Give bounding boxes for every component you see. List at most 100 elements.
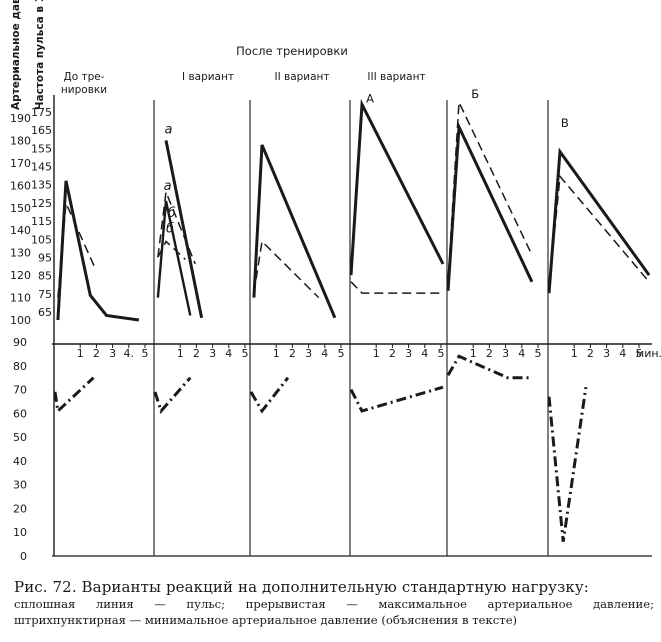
x-tick-label: 5: [338, 347, 345, 360]
x-tick-label: 3: [405, 347, 412, 360]
figure-caption: Рис. 72. Варианты реакций на дополнитель…: [14, 578, 654, 628]
series-pulse: [56, 180, 140, 322]
curve-label: а: [164, 179, 172, 194]
x-tick-label: 4: [518, 347, 525, 360]
curve-label: а: [164, 123, 172, 138]
x-tick-label: 4: [321, 347, 328, 360]
x-tick-label: 5: [438, 347, 445, 360]
pulse-tick-label: 125: [31, 197, 52, 210]
x-tick-label: 1: [77, 347, 84, 360]
lower-tick-label: 70: [13, 384, 27, 397]
axes-layer: [52, 95, 652, 557]
x-tick-label: 2: [389, 347, 396, 360]
series-max-pressure: [548, 174, 650, 289]
caption-title: Рис. 72. Варианты реакций на дополнитель…: [14, 578, 589, 596]
curve-label: Б: [471, 87, 479, 101]
panel-title: нировки: [61, 84, 107, 96]
pressure-tick-label: 130: [10, 247, 31, 260]
series-pulse: [164, 140, 204, 319]
curve-label: А: [366, 91, 374, 105]
series-min-pressure: [53, 376, 95, 415]
caption-legend-line-1: сплошная линия — пульс; прерывистая — ма…: [14, 597, 654, 612]
text-layer: Артериальное давление, мм рт.ст. Частота …: [10, 0, 661, 563]
pulse-tick-label: 105: [31, 233, 52, 246]
x-tick-label: 5: [242, 347, 249, 360]
x-tick-label: 4: [619, 347, 626, 360]
lower-tick-label: 10: [13, 526, 27, 539]
x-tick-label: 1: [177, 347, 184, 360]
pulse-tick-label: 115: [31, 215, 52, 228]
curve-label: В: [561, 116, 569, 130]
series-max-pressure: [447, 99, 533, 282]
series-min-pressure: [349, 385, 444, 413]
pulse-tick-label: 175: [31, 106, 52, 119]
x-tick-label: 1: [470, 347, 477, 360]
x-tick-label: 3: [305, 347, 312, 360]
x-tick-label: 1: [273, 347, 280, 360]
x-tick-label: 2: [289, 347, 296, 360]
series-max-pressure: [157, 189, 196, 265]
pressure-tick-label: 140: [10, 224, 31, 237]
lower-tick-label: 0: [20, 550, 27, 563]
x-tick-label: 2: [93, 347, 100, 360]
curve-label: б: [166, 221, 174, 236]
series-pulse: [349, 98, 445, 276]
x-tick-label: 4: [421, 347, 428, 360]
x-tick-label: 4.: [124, 347, 135, 360]
x-tick-label: 2: [193, 347, 200, 360]
lower-tick-label: 60: [13, 407, 27, 420]
pressure-tick-label: 120: [10, 269, 31, 282]
pulse-tick-label: 85: [38, 270, 52, 283]
pulse-tick-label: 95: [38, 251, 52, 264]
series-min-pressure: [153, 376, 192, 414]
x-tick-label: 4: [225, 347, 232, 360]
pressure-tick-label: 150: [10, 202, 31, 215]
pulse-axis-title: Частота пульса в 1 мин.: [34, 0, 46, 110]
series-pulse-b: [156, 200, 192, 316]
series-max-pressure_b: [157, 240, 186, 260]
x-tick-label: 1: [373, 347, 380, 360]
curve-label: б: [168, 206, 176, 221]
pressure-tick-label: 170: [10, 157, 31, 170]
series-max-pressure: [350, 281, 443, 294]
x-tick-label: 5: [535, 347, 542, 360]
caption-legend-line-2: штрихпунктирная — минимальное артериальн…: [14, 613, 518, 627]
x-unit-label: мин.: [636, 347, 661, 360]
pulse-tick-label: 135: [31, 179, 52, 192]
header-title: После тренировки: [236, 44, 348, 58]
series-layer: [53, 98, 651, 542]
panel-title: I вариант: [182, 71, 234, 83]
lower-tick-label: 50: [13, 431, 27, 444]
caption-part: сплошная: [14, 597, 76, 611]
caption-part: прерывистая — максимальное: [245, 597, 467, 611]
series-max-pressure: [253, 239, 320, 299]
pulse-tick-label: 145: [31, 161, 52, 174]
pressure-axis-title: Артериальное давление, мм рт.ст.: [10, 0, 22, 110]
series-pulse: [252, 144, 337, 319]
series-pulse: [446, 121, 534, 291]
caption-part: линия — пульс;: [95, 597, 226, 611]
x-tick-label: 5: [636, 347, 643, 360]
pulse-tick-label: 75: [38, 288, 52, 301]
series-max-pressure: [57, 200, 96, 298]
series-min-pressure: [249, 376, 290, 414]
x-tick-label: 1: [571, 347, 578, 360]
pulse-tick-label: 155: [31, 142, 52, 155]
pulse-tick-label: 65: [38, 306, 52, 319]
panel-title: II вариант: [274, 71, 329, 83]
x-tick-label: 2: [587, 347, 594, 360]
x-tick-label: 3: [603, 347, 610, 360]
panel-title: До тре-: [64, 71, 105, 83]
x-tick-label: 3: [502, 347, 509, 360]
lower-tick-label: 40: [13, 455, 27, 468]
pressure-tick-label: 180: [10, 134, 31, 147]
x-tick-label: 5: [142, 347, 149, 360]
caption-part: артериальное: [487, 597, 573, 611]
lower-tick-label: 30: [13, 479, 27, 492]
pressure-tick-label: 110: [10, 292, 31, 305]
panel-title: III вариант: [367, 71, 425, 83]
series-min-pressure: [446, 354, 532, 380]
caption-part: давление;: [593, 597, 655, 611]
series-min-pressure: [547, 386, 588, 542]
